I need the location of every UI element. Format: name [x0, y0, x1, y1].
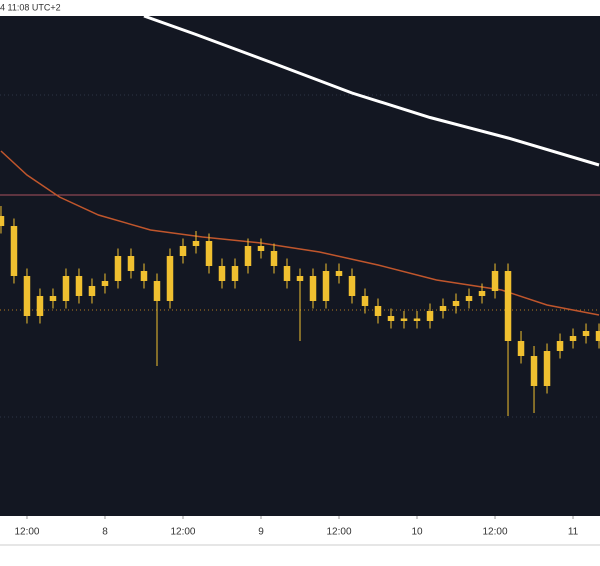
candle-body: [283, 266, 291, 281]
candle-body: [36, 296, 44, 316]
candle-body: [153, 281, 161, 301]
plot-clip-group: [0, 16, 600, 418]
candle-body: [114, 256, 122, 281]
candle-body: [439, 306, 447, 311]
candle-body: [322, 271, 330, 301]
candle-body: [491, 271, 499, 291]
candle-body: [387, 316, 395, 321]
candle-body: [504, 271, 512, 341]
candle-body: [309, 276, 317, 301]
moving-average: [143, 16, 600, 167]
x-tick-label: 10: [411, 527, 423, 538]
candle-body: [582, 331, 590, 336]
candle-body: [166, 256, 174, 301]
candle-body: [296, 276, 304, 281]
candle-body: [556, 341, 564, 351]
plot-area: [0, 16, 600, 516]
candle-body: [231, 266, 239, 281]
candle-body: [101, 281, 109, 286]
x-tick-label: 12:00: [14, 527, 39, 538]
candle-body: [140, 271, 148, 281]
candle-body: [0, 216, 5, 226]
candle-body: [517, 341, 525, 356]
candle-body: [361, 296, 369, 306]
candle-body: [465, 296, 473, 301]
candle-body: [10, 226, 18, 276]
candle-body: [88, 286, 96, 296]
candle-body: [218, 266, 226, 281]
x-tick-label: 8: [102, 527, 108, 538]
x-tick-label: 12:00: [170, 527, 195, 538]
x-tick-label: 11: [568, 527, 579, 538]
candle-body: [335, 271, 343, 276]
candle-body: [478, 291, 486, 296]
candle-body: [192, 241, 200, 246]
candle-body: [75, 276, 83, 296]
header-text: 4 11:08 UTC+2: [0, 2, 61, 12]
candle-body: [62, 276, 70, 301]
candle-body: [413, 318, 421, 321]
candle-body: [23, 276, 31, 316]
candle-body: [569, 336, 577, 341]
candle-body: [257, 246, 265, 251]
candle-body: [374, 306, 382, 316]
candle-body: [127, 256, 135, 271]
x-tick-label: 9: [258, 527, 264, 538]
candle-body: [400, 318, 408, 321]
candle-body: [426, 311, 434, 321]
candle-body: [270, 251, 278, 266]
candle-body: [179, 246, 187, 256]
candle-body: [530, 356, 538, 386]
candle-body: [452, 301, 460, 306]
x-tick-label: 12:00: [326, 527, 351, 538]
x-tick-label: 12:00: [483, 527, 508, 538]
candle-body: [244, 246, 252, 266]
candle-body: [543, 351, 551, 386]
candle-body: [49, 296, 57, 301]
candle-body: [205, 241, 213, 266]
candle-body: [595, 331, 600, 341]
candle-body: [348, 276, 356, 296]
